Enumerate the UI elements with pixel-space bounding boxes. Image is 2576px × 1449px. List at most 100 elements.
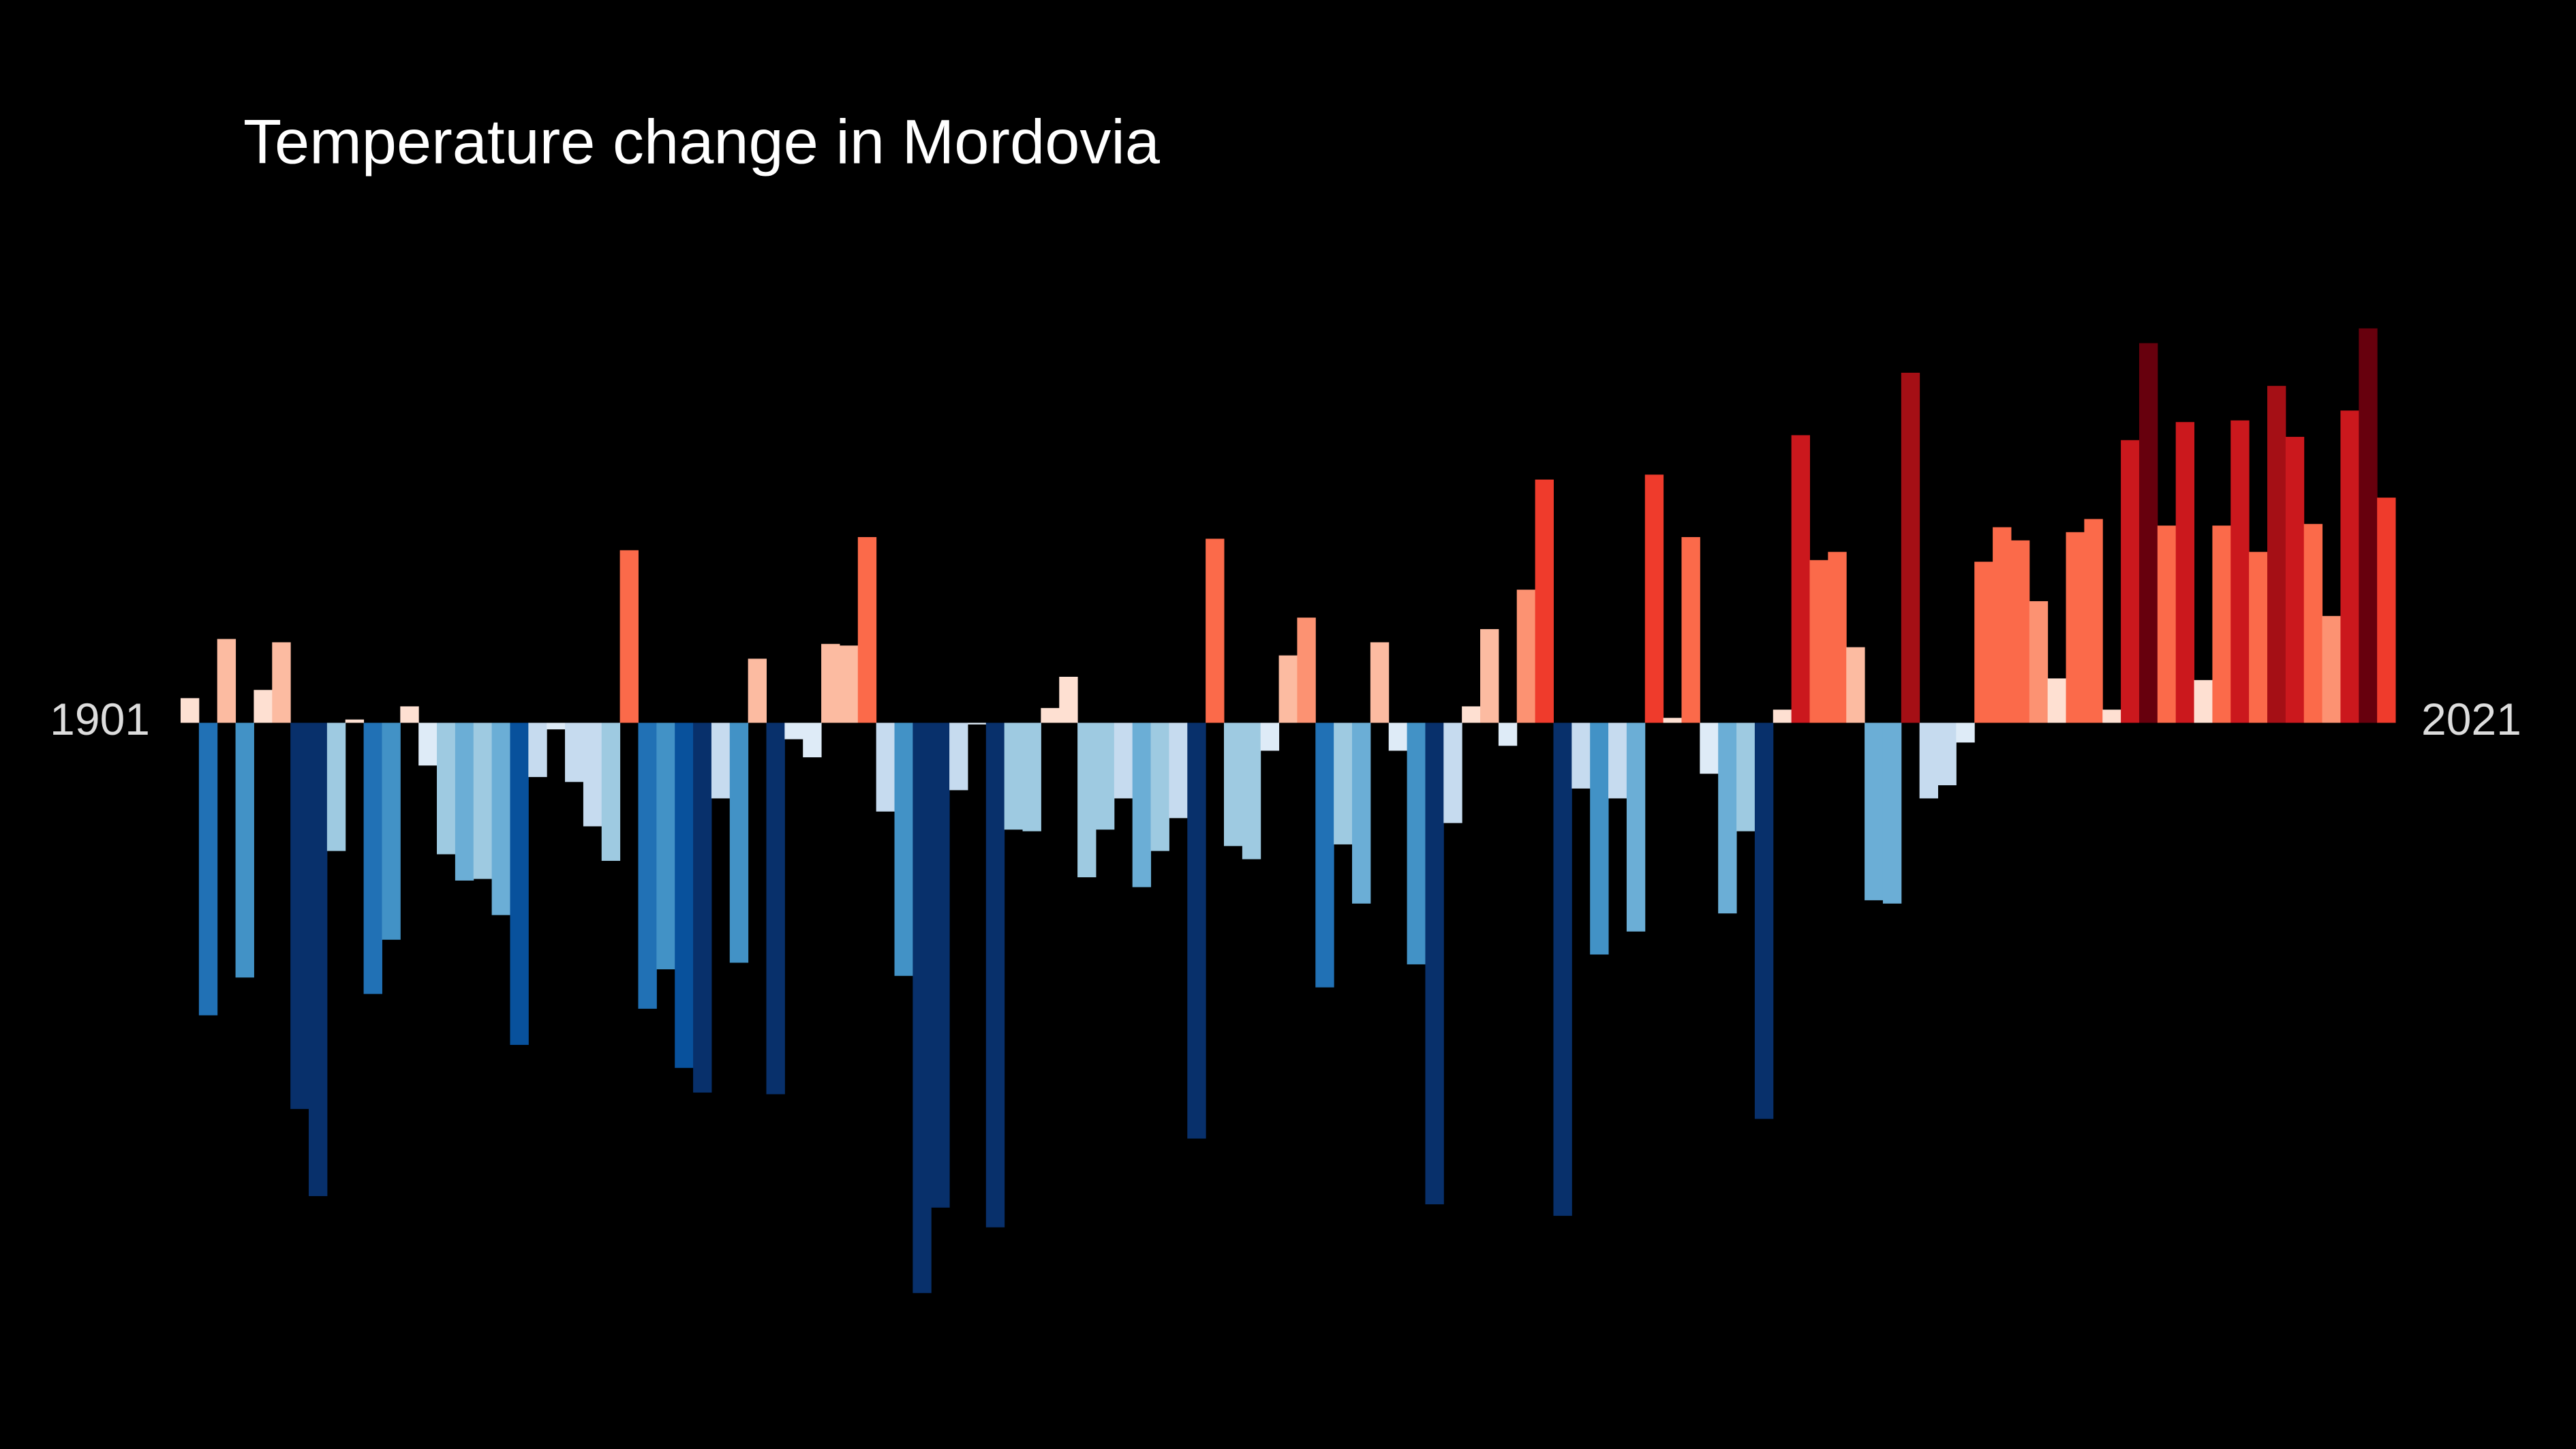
bar [1242, 722, 1261, 859]
bar [1828, 551, 1847, 723]
bar [2230, 420, 2250, 723]
bar [1352, 722, 1371, 904]
bar [1626, 722, 1646, 932]
bar [913, 722, 932, 1294]
bar [1370, 642, 1390, 723]
bar [2377, 498, 2396, 723]
bar [1809, 560, 1828, 723]
bar [309, 722, 328, 1196]
bar [2194, 680, 2213, 723]
bar [1882, 722, 1902, 904]
bar [528, 722, 547, 778]
bar [839, 645, 859, 723]
bar [693, 722, 712, 1093]
bar [656, 722, 675, 970]
bar [821, 643, 840, 723]
bar [766, 722, 785, 1095]
bar [1791, 435, 1810, 723]
bar [326, 722, 346, 851]
bar [198, 722, 218, 1016]
bar [1700, 722, 1719, 774]
bar [1901, 372, 1920, 723]
bar [1443, 722, 1462, 823]
bar [1718, 722, 1737, 914]
start-year-label: 1901 [50, 694, 150, 744]
bar [711, 722, 731, 799]
bar [2029, 601, 2049, 723]
bar [601, 722, 621, 861]
bar [1480, 629, 1499, 723]
bar [437, 722, 456, 855]
bar [675, 722, 694, 1068]
bar [1388, 722, 1408, 751]
bar [382, 722, 401, 940]
bar [217, 639, 236, 723]
bar [619, 550, 639, 723]
bar [1169, 722, 1188, 819]
bar [1663, 718, 1682, 723]
bar [748, 658, 767, 723]
bar [1187, 722, 1206, 1139]
bar [2175, 422, 2195, 723]
bar [638, 722, 657, 1009]
bar [1993, 527, 2012, 723]
bar [1956, 722, 1975, 743]
bar [2138, 343, 2158, 723]
bar [1773, 710, 1792, 723]
bar [1974, 562, 1993, 723]
bar [857, 537, 877, 723]
bar [931, 722, 950, 1208]
bar [2084, 519, 2103, 723]
bar [491, 722, 510, 915]
bar [1498, 722, 1518, 746]
bar [1334, 722, 1353, 844]
bar [784, 722, 803, 739]
bar [1425, 722, 1444, 1204]
bar [1754, 722, 1774, 1119]
bar [1553, 722, 1572, 1216]
bar [1077, 722, 1097, 878]
bar [2322, 615, 2341, 723]
bar [1022, 722, 1041, 832]
bar [2102, 710, 2121, 723]
bar [2340, 410, 2359, 723]
end-year-label: 2021 [2421, 694, 2521, 744]
bar [1535, 479, 1554, 723]
bar [1937, 722, 1957, 786]
bar [1919, 722, 1939, 799]
bar [985, 722, 1005, 1227]
bar [565, 722, 584, 782]
bar [967, 722, 987, 724]
bar [235, 722, 254, 978]
bar [455, 722, 474, 881]
bar [418, 722, 438, 766]
bar [1846, 647, 1865, 723]
bar [510, 722, 529, 1046]
bar [547, 722, 566, 730]
bar [363, 722, 382, 994]
bar [1059, 676, 1078, 723]
bar [1223, 722, 1243, 846]
bar [254, 690, 273, 723]
chart-title: Temperature change in Mordovia [243, 107, 1161, 177]
bar [2303, 523, 2323, 723]
bar [1206, 538, 1225, 723]
bar [1297, 617, 1316, 723]
bar [1132, 722, 1152, 887]
bar [1041, 707, 1060, 723]
bar [2047, 678, 2067, 723]
bar [290, 722, 309, 1110]
bar [1644, 474, 1664, 723]
bar [473, 722, 493, 879]
bar [1278, 655, 1298, 723]
bar [894, 722, 913, 976]
bar [1736, 722, 1755, 832]
bar [1516, 590, 1536, 723]
bar [2010, 540, 2030, 723]
bar [181, 698, 200, 723]
bar [803, 722, 822, 758]
bar [729, 722, 749, 963]
bar [2121, 440, 2140, 723]
bar [1865, 722, 1884, 900]
